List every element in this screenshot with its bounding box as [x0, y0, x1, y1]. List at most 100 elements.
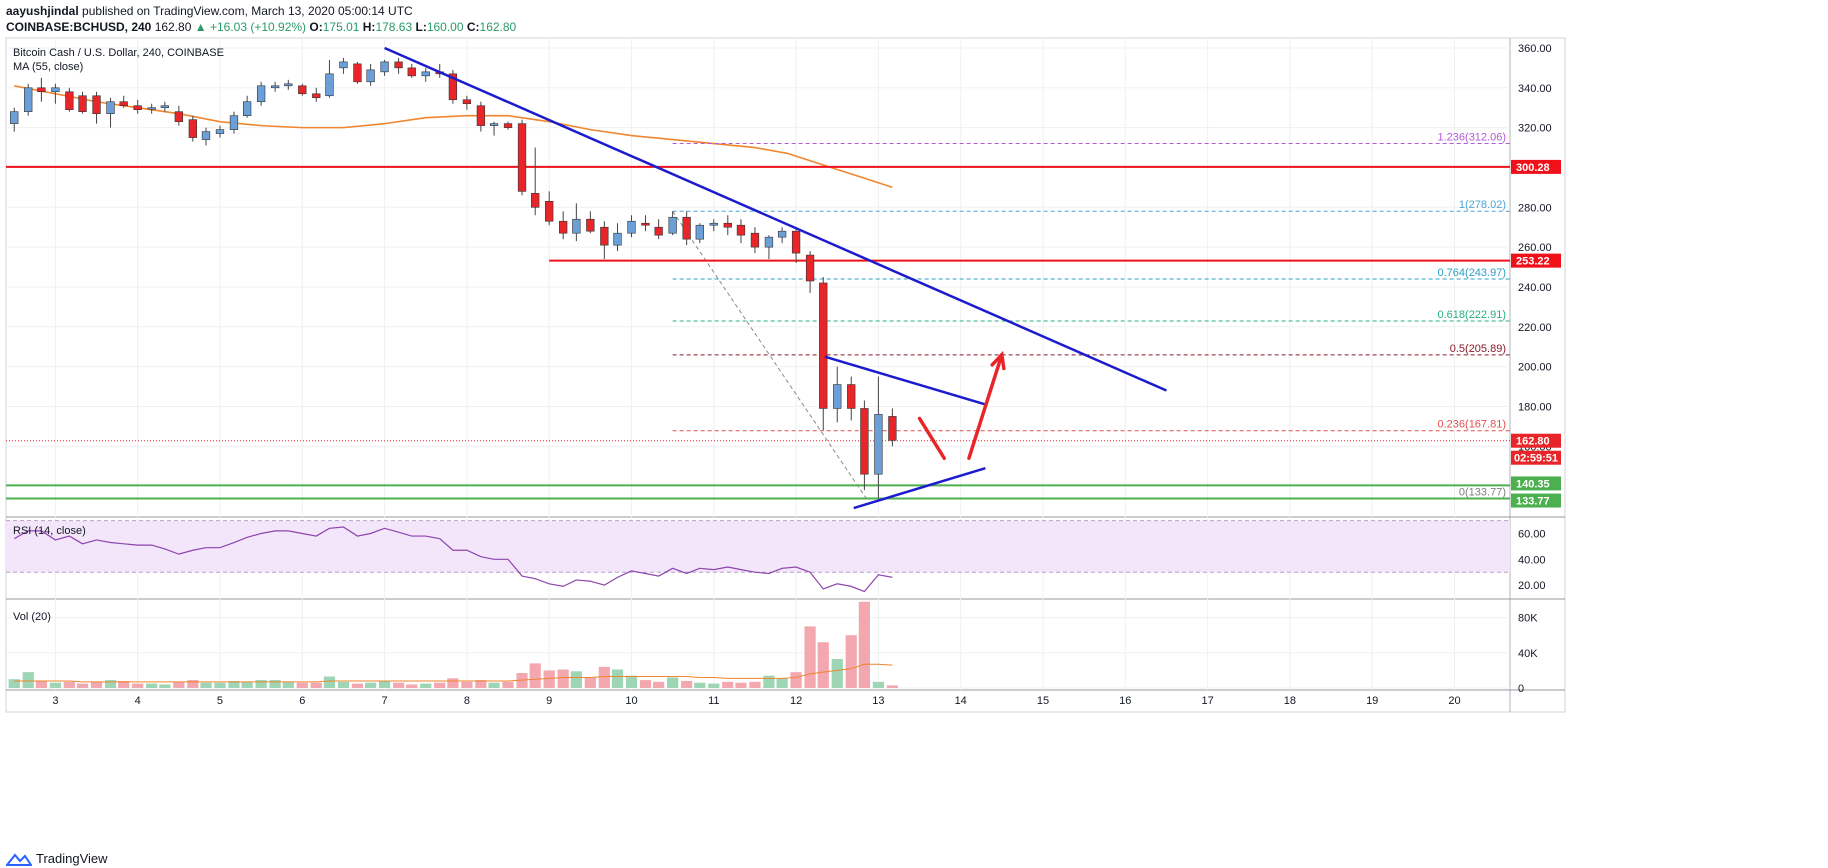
candle-body [805, 254, 815, 282]
candle-body [764, 236, 774, 248]
volume-bar [447, 678, 459, 688]
candle-body [229, 115, 239, 130]
candle-body [874, 414, 883, 475]
chart-frame [5, 37, 1566, 713]
badge-253: 253.22 [1516, 256, 1550, 268]
volume-bar [557, 669, 569, 688]
candle-body [284, 83, 293, 87]
x-tick-label: 5 [217, 695, 223, 707]
candle-body [489, 123, 499, 126]
trendline [824, 355, 986, 406]
trendline [853, 467, 986, 510]
close-value: 162.80 [479, 20, 517, 34]
x-tick-label: 10 [625, 695, 637, 707]
volume-bar [804, 626, 816, 688]
candle-body [298, 85, 307, 95]
candle-body [462, 99, 472, 105]
fib-level-label: 1.236(312.06) [1438, 131, 1507, 143]
badge-300-bg [1511, 159, 1561, 174]
vol-tick-label: 40K [1518, 648, 1538, 660]
ma-55-line [14, 85, 893, 189]
candle-body [682, 216, 691, 240]
candle-body [353, 63, 362, 83]
fib-level-label: 0.764(243.97) [1438, 267, 1507, 279]
badge-300: 300.28 [1516, 162, 1550, 174]
badge-140-bg [1511, 476, 1561, 491]
candle-body [24, 87, 33, 112]
candle-body [133, 105, 142, 111]
x-tick-label: 12 [790, 695, 802, 707]
countdown-bg [1511, 450, 1561, 465]
candle-body [709, 222, 718, 226]
vol-tick-label: 80K [1518, 613, 1538, 625]
candle-body [51, 87, 60, 93]
volume-bar [22, 672, 34, 688]
candle-body [394, 61, 403, 69]
candle-body [723, 222, 732, 228]
volume-bar [214, 682, 226, 688]
rsi-tick-label: 60.00 [1518, 528, 1546, 540]
last-price: 162.80 [154, 20, 192, 34]
candle-body [627, 220, 636, 234]
volume-bar [132, 683, 144, 688]
candle-body [847, 384, 856, 409]
volume-bar [845, 635, 857, 688]
volume-bar [681, 680, 693, 688]
volume-bar [872, 681, 884, 688]
candle-body [654, 226, 663, 236]
candle-body [777, 230, 787, 238]
volume-bar [310, 682, 322, 688]
badge-253-bg [1511, 253, 1561, 268]
volume-bar [694, 682, 706, 688]
volume-bar [529, 663, 541, 688]
vol-tick-label: 0 [1518, 683, 1524, 695]
candle-body [256, 85, 266, 103]
badge-133: 133.77 [1516, 496, 1550, 508]
x-tick-label: 8 [464, 695, 470, 707]
volume-bar [241, 681, 253, 688]
volume-bar [118, 680, 130, 688]
rsi-band [6, 520, 1510, 573]
candle-body [559, 220, 568, 234]
volume-bar [337, 681, 350, 688]
badge-last: 162.80 [1516, 436, 1550, 448]
candle-body [819, 282, 828, 409]
volume-bar [255, 680, 267, 688]
volume-bar [434, 682, 446, 688]
volume-bar [502, 681, 514, 688]
footer-brand: TradingView [6, 851, 108, 866]
tradingview-logo-icon [6, 852, 32, 866]
candle-body [78, 95, 87, 112]
x-tick-label: 11 [708, 695, 719, 707]
ohlc-high: H:178.63 [362, 20, 413, 34]
y-tick-label: 320.00 [1518, 123, 1552, 135]
volume-bar [790, 672, 802, 688]
candle-body [572, 218, 581, 234]
volume-bar [858, 601, 870, 688]
volume-bar [667, 677, 679, 688]
fib-level-label: 0.236(167.81) [1438, 419, 1507, 431]
candle-body [791, 230, 801, 254]
volume-bar [722, 681, 734, 688]
volume-bar [488, 682, 500, 688]
candle-body [339, 61, 348, 69]
candle-body [545, 201, 554, 222]
x-tick-label: 3 [52, 695, 58, 707]
rsi-tick-label: 40.00 [1518, 554, 1546, 566]
volume-bar [735, 682, 747, 688]
badge-last-bg [1511, 433, 1561, 448]
candle-body [750, 232, 760, 248]
volume-bar [35, 680, 47, 688]
volume-bar [886, 685, 898, 688]
brand-label: TradingView [36, 851, 108, 866]
open-value: 175.01 [322, 20, 360, 34]
x-tick-label: 6 [299, 695, 305, 707]
author-name[interactable]: aayushjindal [6, 4, 79, 18]
candle-body [174, 111, 183, 122]
candle-body [215, 129, 225, 134]
x-tick-label: 18 [1284, 695, 1296, 707]
volume-bar [269, 680, 281, 688]
ohlc-close: C:162.80 [466, 20, 517, 34]
volume-pane-title: Vol (20) [13, 611, 51, 623]
